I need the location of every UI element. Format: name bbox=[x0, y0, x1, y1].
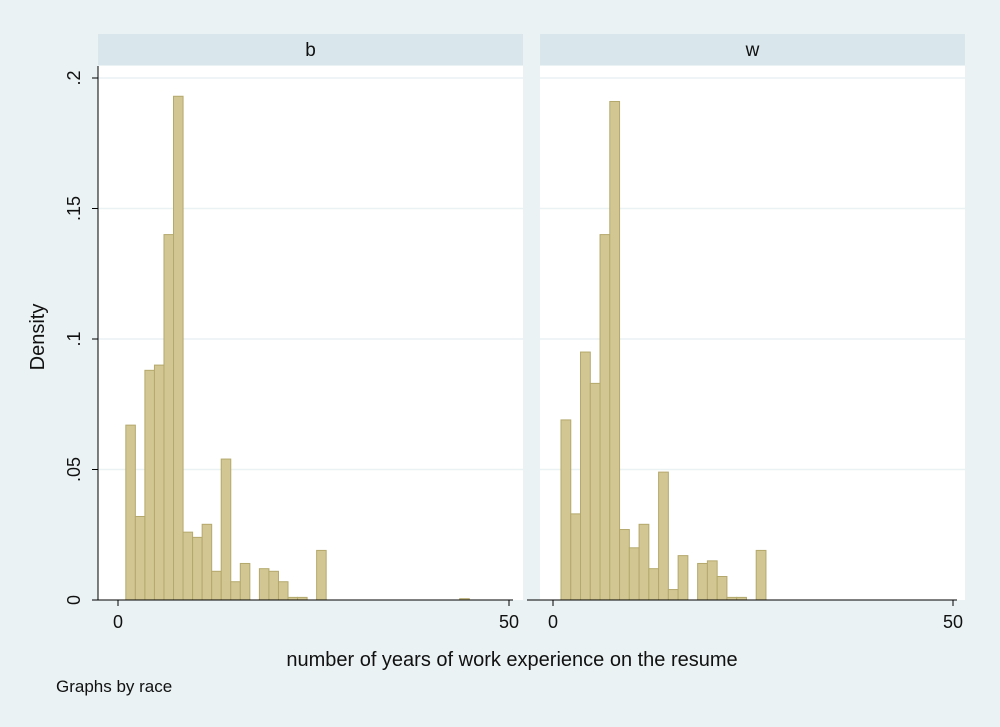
histogram-bar bbox=[589, 382, 601, 601]
histogram-bar bbox=[277, 581, 289, 601]
histogram-bar bbox=[580, 351, 591, 601]
histogram-bar bbox=[316, 549, 327, 601]
y-tick-label: 0 bbox=[64, 595, 84, 605]
histogram-bar bbox=[599, 234, 611, 601]
y-tick-label: .2 bbox=[64, 70, 84, 85]
graphs-by-note: Graphs by race bbox=[56, 677, 172, 696]
histogram-bar bbox=[609, 100, 621, 601]
histogram-bar bbox=[648, 568, 660, 601]
panel-header bbox=[98, 34, 523, 65]
histogram-bar bbox=[173, 95, 184, 601]
histogram-bar bbox=[153, 364, 165, 601]
histogram-bar bbox=[716, 576, 728, 601]
histogram-bar bbox=[667, 589, 679, 601]
panel-w: w 0 50 bbox=[527, 34, 965, 632]
panel-title: w bbox=[745, 40, 760, 61]
panel-b: b 0 50 0 .05 .1 .15 .2 bbox=[64, 34, 523, 632]
y-tick-label: .15 bbox=[64, 196, 84, 221]
histogram-bar bbox=[619, 529, 630, 601]
histogram-bar bbox=[628, 547, 640, 601]
histogram-bar bbox=[638, 523, 650, 601]
panel-title: b bbox=[305, 40, 316, 61]
x-tick-label: 50 bbox=[943, 612, 963, 632]
histogram-bar bbox=[755, 549, 767, 601]
histogram-bar bbox=[230, 581, 241, 601]
x-tick-label: 0 bbox=[548, 612, 558, 632]
histogram-bar bbox=[677, 555, 689, 601]
y-axis-label: Density bbox=[27, 304, 49, 371]
x-tick-label: 0 bbox=[113, 612, 123, 632]
panel-header bbox=[540, 34, 965, 65]
histogram-bar bbox=[163, 234, 175, 601]
histogram-bar bbox=[706, 560, 718, 601]
x-tick-label: 50 bbox=[499, 612, 519, 632]
histogram-bar bbox=[239, 562, 251, 601]
histogram-bar bbox=[220, 458, 232, 601]
histogram-bar bbox=[560, 419, 572, 601]
histogram-bar bbox=[658, 471, 669, 601]
histogram-bar bbox=[570, 513, 582, 601]
histogram-bar bbox=[201, 523, 213, 601]
histogram-bar bbox=[211, 570, 222, 601]
y-tick-label: .1 bbox=[64, 331, 84, 346]
histogram-bar bbox=[258, 568, 270, 601]
x-axis-label: number of years of work experience on th… bbox=[286, 649, 737, 671]
histogram-bar bbox=[192, 536, 203, 601]
histogram-bar bbox=[268, 570, 279, 601]
y-tick-label: .05 bbox=[64, 457, 84, 482]
histogram-bar bbox=[697, 562, 708, 601]
histogram-bar bbox=[134, 515, 146, 601]
histogram-bar bbox=[182, 531, 194, 601]
histogram-bar bbox=[125, 424, 136, 601]
histogram-bar bbox=[144, 369, 155, 601]
